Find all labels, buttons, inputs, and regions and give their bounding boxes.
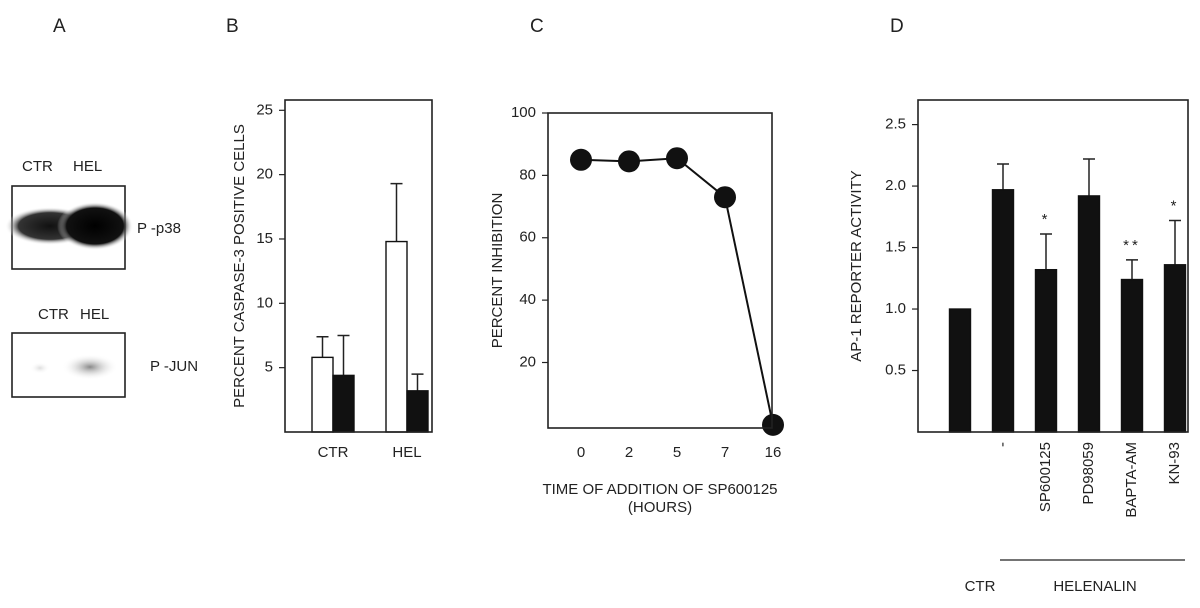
y-tick-label: 2.0 bbox=[885, 177, 906, 194]
bar bbox=[948, 308, 972, 433]
y-axis-label: PERCENT CASPASE-3 POSITIVE CELLS bbox=[231, 124, 248, 408]
x-axis-label: TIME OF ADDITION OF SP600125 bbox=[542, 481, 777, 498]
bar bbox=[332, 374, 355, 433]
y-tick-label: 40 bbox=[519, 291, 536, 308]
error-bar bbox=[1126, 259, 1138, 280]
bar bbox=[1077, 195, 1101, 433]
y-axis-label: PERCENT INHIBITION bbox=[489, 193, 506, 349]
point bbox=[666, 147, 688, 170]
blot-label: P -JUN bbox=[150, 358, 198, 375]
x-tick-label: PD98059 bbox=[1080, 442, 1097, 505]
panel-label: D bbox=[890, 16, 904, 37]
point bbox=[714, 186, 736, 209]
plot-frame bbox=[547, 112, 773, 429]
y-tick-label: 100 bbox=[511, 104, 536, 121]
bar bbox=[991, 189, 1015, 433]
group-label: CTR bbox=[965, 578, 996, 595]
blot-lane: CTR bbox=[38, 306, 69, 323]
x-tick-label: BAPTA-AM bbox=[1123, 442, 1140, 518]
plot-frame bbox=[917, 99, 1189, 433]
bar bbox=[1034, 268, 1058, 433]
point bbox=[618, 150, 640, 173]
error-bar bbox=[1083, 158, 1095, 196]
bar bbox=[1120, 278, 1144, 433]
significance-label: * bbox=[1042, 211, 1051, 228]
blot bbox=[11, 332, 126, 398]
error-bar bbox=[1169, 219, 1181, 265]
blot-lane: HEL bbox=[73, 158, 102, 175]
y-tick-label: 10 bbox=[256, 294, 273, 311]
y-tick-label: 5 bbox=[265, 359, 273, 376]
bar bbox=[406, 390, 429, 433]
bar bbox=[1163, 264, 1187, 433]
blot-band bbox=[30, 362, 50, 374]
error-bar bbox=[997, 163, 1009, 190]
x-tick-label: SP600125 bbox=[1037, 442, 1054, 512]
y-tick-label: 20 bbox=[256, 166, 273, 183]
panel-label: B bbox=[226, 16, 239, 37]
point bbox=[570, 148, 592, 171]
x-tick-label: CTR bbox=[318, 444, 349, 461]
y-tick-label: 1.0 bbox=[885, 300, 906, 317]
error-bar bbox=[337, 334, 350, 376]
x-tick-label: KN-93 bbox=[1166, 442, 1183, 485]
y-axis-label: AP-1 REPORTER ACTIVITY bbox=[848, 170, 865, 361]
plot-frame bbox=[284, 99, 433, 433]
error-bar bbox=[316, 336, 329, 358]
blot-lane: CTR bbox=[22, 158, 53, 175]
y-tick-label: 20 bbox=[519, 353, 536, 370]
y-tick-label: 1.5 bbox=[885, 239, 906, 256]
y-tick-label: 15 bbox=[256, 230, 273, 247]
y-tick-label: 0.5 bbox=[885, 361, 906, 378]
y-tick-label: 60 bbox=[519, 229, 536, 246]
blot-band bbox=[57, 202, 133, 250]
y-tick-label: 2.5 bbox=[885, 116, 906, 133]
x-tick-label: HEL bbox=[392, 444, 421, 461]
error-bar bbox=[1040, 233, 1052, 270]
y-tick-label: 80 bbox=[519, 166, 536, 183]
y-tick-label: 25 bbox=[256, 101, 273, 118]
blot-lane: HEL bbox=[80, 306, 109, 323]
significance-label: * bbox=[1171, 197, 1180, 214]
significance-label: ** bbox=[1123, 237, 1141, 254]
x-tick-label: 16 bbox=[765, 444, 782, 461]
bar bbox=[311, 356, 334, 433]
line bbox=[580, 157, 774, 426]
error-bar bbox=[411, 373, 424, 391]
bar bbox=[385, 240, 408, 433]
blot-label: P -p38 bbox=[137, 220, 181, 237]
error-bar bbox=[390, 182, 403, 242]
x-axis-label: (HOURS) bbox=[628, 499, 692, 516]
blot-band bbox=[62, 354, 118, 380]
panel-label: C bbox=[530, 16, 544, 37]
x-tick-label: 7 bbox=[721, 444, 729, 461]
x-tick-label: 2 bbox=[625, 444, 633, 461]
x-tick-label: 5 bbox=[673, 444, 681, 461]
x-tick-label: 0 bbox=[577, 444, 585, 461]
point bbox=[762, 413, 784, 436]
group-label: HELENALIN bbox=[1053, 578, 1136, 595]
x-tick-label: - bbox=[994, 442, 1011, 447]
panel-label: A bbox=[53, 16, 66, 37]
